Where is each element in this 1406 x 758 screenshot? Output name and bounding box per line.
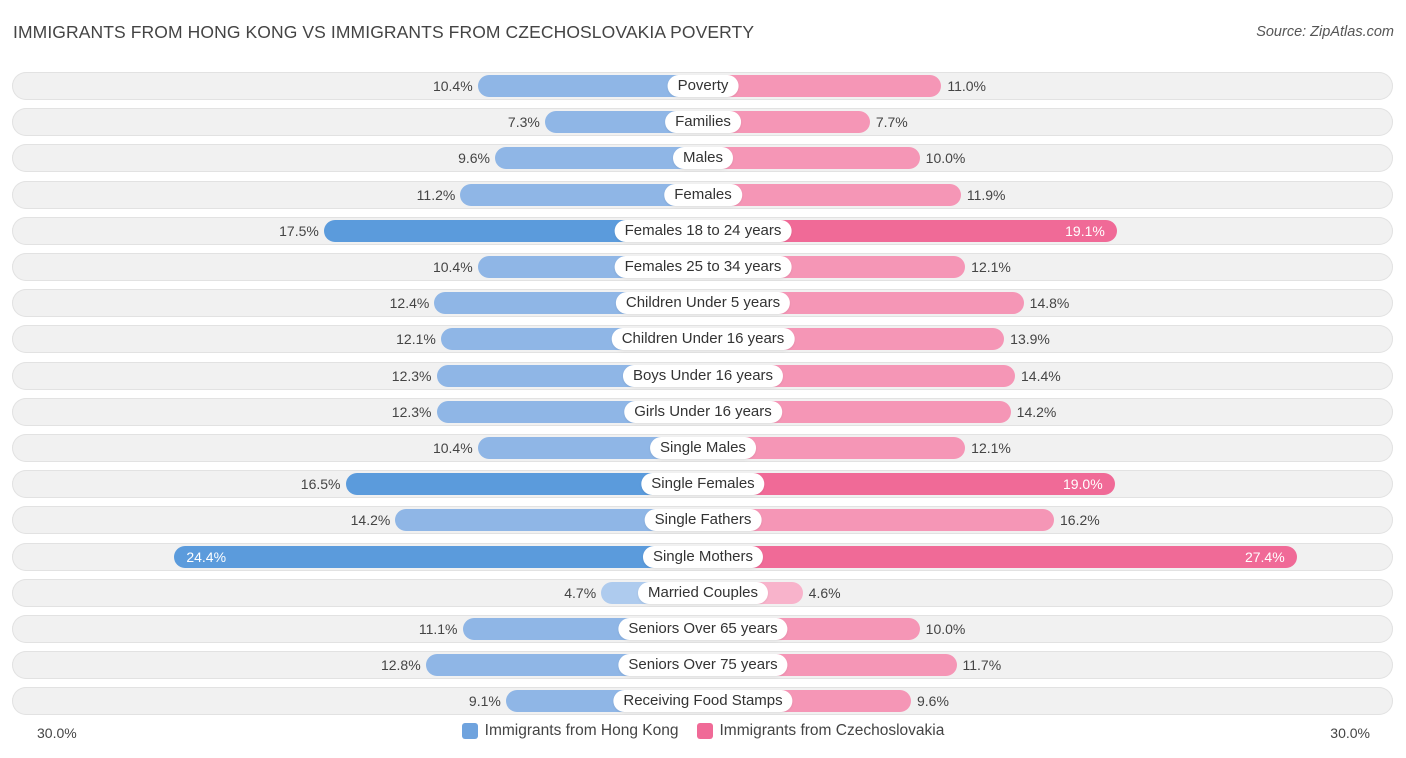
axis-right-label: 30.0% — [1330, 725, 1370, 741]
value-hong-kong-receiving-food-stamps: 9.1% — [468, 693, 501, 709]
value-hong-kong-single-fathers: 14.2% — [350, 512, 391, 528]
category-label-boys-under-16-years: Boys Under 16 years — [622, 365, 784, 387]
category-label-single-mothers: Single Mothers — [642, 546, 764, 568]
legend-label-hong-kong: Immigrants from Hong Kong — [484, 722, 679, 739]
bar-hong-kong-single-fathers[interactable] — [395, 509, 703, 531]
bar-czechoslovakia-males[interactable] — [703, 147, 920, 169]
bar-czechoslovakia-single-fathers[interactable] — [703, 509, 1054, 531]
bar-czechoslovakia-poverty[interactable] — [703, 75, 942, 97]
legend-item-czechoslovakia[interactable]: Immigrants from Czechoslovakia — [696, 722, 945, 740]
value-czechoslovakia-children-under-5-years: 14.8% — [1029, 295, 1070, 311]
category-label-poverty: Poverty — [667, 75, 739, 97]
value-hong-kong-single-females: 16.5% — [300, 476, 341, 492]
value-czechoslovakia-males: 10.0% — [925, 150, 966, 166]
bar-hong-kong-single-females[interactable] — [345, 473, 703, 495]
value-hong-kong-single-males: 10.4% — [432, 440, 473, 456]
bar-hong-kong-females-18-to-24-years[interactable] — [323, 220, 703, 242]
category-label-single-males: Single Males — [650, 437, 756, 459]
category-label-seniors-over-75-years: Seniors Over 75 years — [618, 654, 788, 676]
bar-czechoslovakia-single-females[interactable] — [703, 473, 1115, 495]
value-hong-kong-males: 9.6% — [458, 150, 490, 166]
value-hong-kong-married-couples: 4.7% — [564, 585, 597, 601]
category-label-single-females: Single Females — [641, 473, 765, 495]
value-czechoslovakia-single-fathers: 16.2% — [1060, 512, 1100, 528]
value-hong-kong-children-under-16-years: 12.1% — [396, 331, 436, 347]
category-label-females-25-to-34-years: Females 25 to 34 years — [614, 256, 792, 278]
bar-hong-kong-single-mothers[interactable] — [174, 546, 703, 568]
chart-title: IMMIGRANTS FROM HONG KONG VS IMMIGRANTS … — [13, 22, 755, 42]
value-hong-kong-families: 7.3% — [507, 114, 540, 130]
value-hong-kong-children-under-5-years: 12.4% — [389, 295, 430, 311]
value-hong-kong-females: 11.2% — [416, 187, 456, 203]
value-czechoslovakia-married-couples: 4.6% — [808, 585, 841, 601]
bar-czechoslovakia-single-males[interactable] — [703, 437, 966, 459]
category-label-receiving-food-stamps: Receiving Food Stamps — [613, 690, 793, 712]
value-czechoslovakia-females: 11.9% — [966, 187, 1006, 203]
category-label-girls-under-16-years: Girls Under 16 years — [624, 401, 782, 423]
source-label: Source: ZipAtlas.com — [1256, 24, 1394, 40]
bar-czechoslovakia-females-18-to-24-years[interactable] — [703, 220, 1117, 242]
bar-czechoslovakia-single-mothers[interactable] — [703, 546, 1297, 568]
value-czechoslovakia-receiving-food-stamps: 9.6% — [917, 693, 949, 709]
value-hong-kong-single-mothers: 24.4% — [186, 549, 227, 565]
value-hong-kong-poverty: 10.4% — [432, 78, 473, 94]
legend-item-hong-kong[interactable]: Immigrants from Hong Kong — [461, 722, 679, 740]
category-label-children-under-5-years: Children Under 5 years — [615, 292, 791, 314]
value-czechoslovakia-females-18-to-24-years: 19.1% — [1065, 223, 1105, 239]
value-czechoslovakia-boys-under-16-years: 14.4% — [1021, 368, 1061, 384]
category-label-seniors-over-65-years: Seniors Over 65 years — [618, 618, 788, 640]
bar-hong-kong-males[interactable] — [495, 147, 703, 169]
axis-left-label: 30.0% — [37, 725, 77, 741]
value-czechoslovakia-females-25-to-34-years: 12.1% — [971, 259, 1011, 275]
value-czechoslovakia-girls-under-16-years: 14.2% — [1016, 404, 1057, 420]
value-czechoslovakia-children-under-16-years: 13.9% — [1010, 331, 1050, 347]
value-hong-kong-females-25-to-34-years: 10.4% — [432, 259, 473, 275]
value-czechoslovakia-seniors-over-65-years: 10.0% — [925, 621, 966, 637]
bar-hong-kong-females[interactable] — [460, 184, 703, 206]
value-hong-kong-boys-under-16-years: 12.3% — [391, 368, 432, 384]
value-czechoslovakia-single-mothers: 27.4% — [1244, 549, 1285, 565]
value-czechoslovakia-seniors-over-75-years: 11.7% — [962, 657, 1002, 673]
value-czechoslovakia-poverty: 11.0% — [947, 78, 986, 94]
value-czechoslovakia-families: 7.7% — [875, 114, 908, 130]
value-hong-kong-seniors-over-75-years: 12.8% — [380, 657, 421, 673]
legend: Immigrants from Hong Kong Immigrants fro… — [0, 722, 1406, 740]
legend-label-czechoslovakia: Immigrants from Czechoslovakia — [719, 722, 945, 739]
value-czechoslovakia-single-males: 12.1% — [971, 440, 1011, 456]
value-hong-kong-seniors-over-65-years: 11.1% — [418, 621, 458, 637]
category-label-females-18-to-24-years: Females 18 to 24 years — [614, 220, 792, 242]
value-hong-kong-girls-under-16-years: 12.3% — [391, 404, 432, 420]
category-label-males: Males — [672, 147, 734, 169]
bar-czechoslovakia-females[interactable] — [703, 184, 961, 206]
bar-hong-kong-poverty[interactable] — [477, 75, 703, 97]
value-hong-kong-females-18-to-24-years: 17.5% — [279, 223, 319, 239]
category-label-single-fathers: Single Fathers — [644, 509, 762, 531]
category-label-families: Families — [665, 111, 741, 133]
category-label-females: Females — [664, 184, 742, 206]
legend-swatch-czechoslovakia — [696, 723, 713, 739]
category-label-married-couples: Married Couples — [637, 582, 769, 604]
bar-czechoslovakia-families[interactable] — [703, 111, 870, 133]
category-label-children-under-16-years: Children Under 16 years — [611, 328, 795, 350]
legend-swatch-hong-kong — [461, 723, 478, 739]
value-czechoslovakia-single-females: 19.0% — [1062, 476, 1103, 492]
bar-hong-kong-families[interactable] — [544, 111, 703, 133]
bar-hong-kong-single-males[interactable] — [477, 437, 703, 459]
